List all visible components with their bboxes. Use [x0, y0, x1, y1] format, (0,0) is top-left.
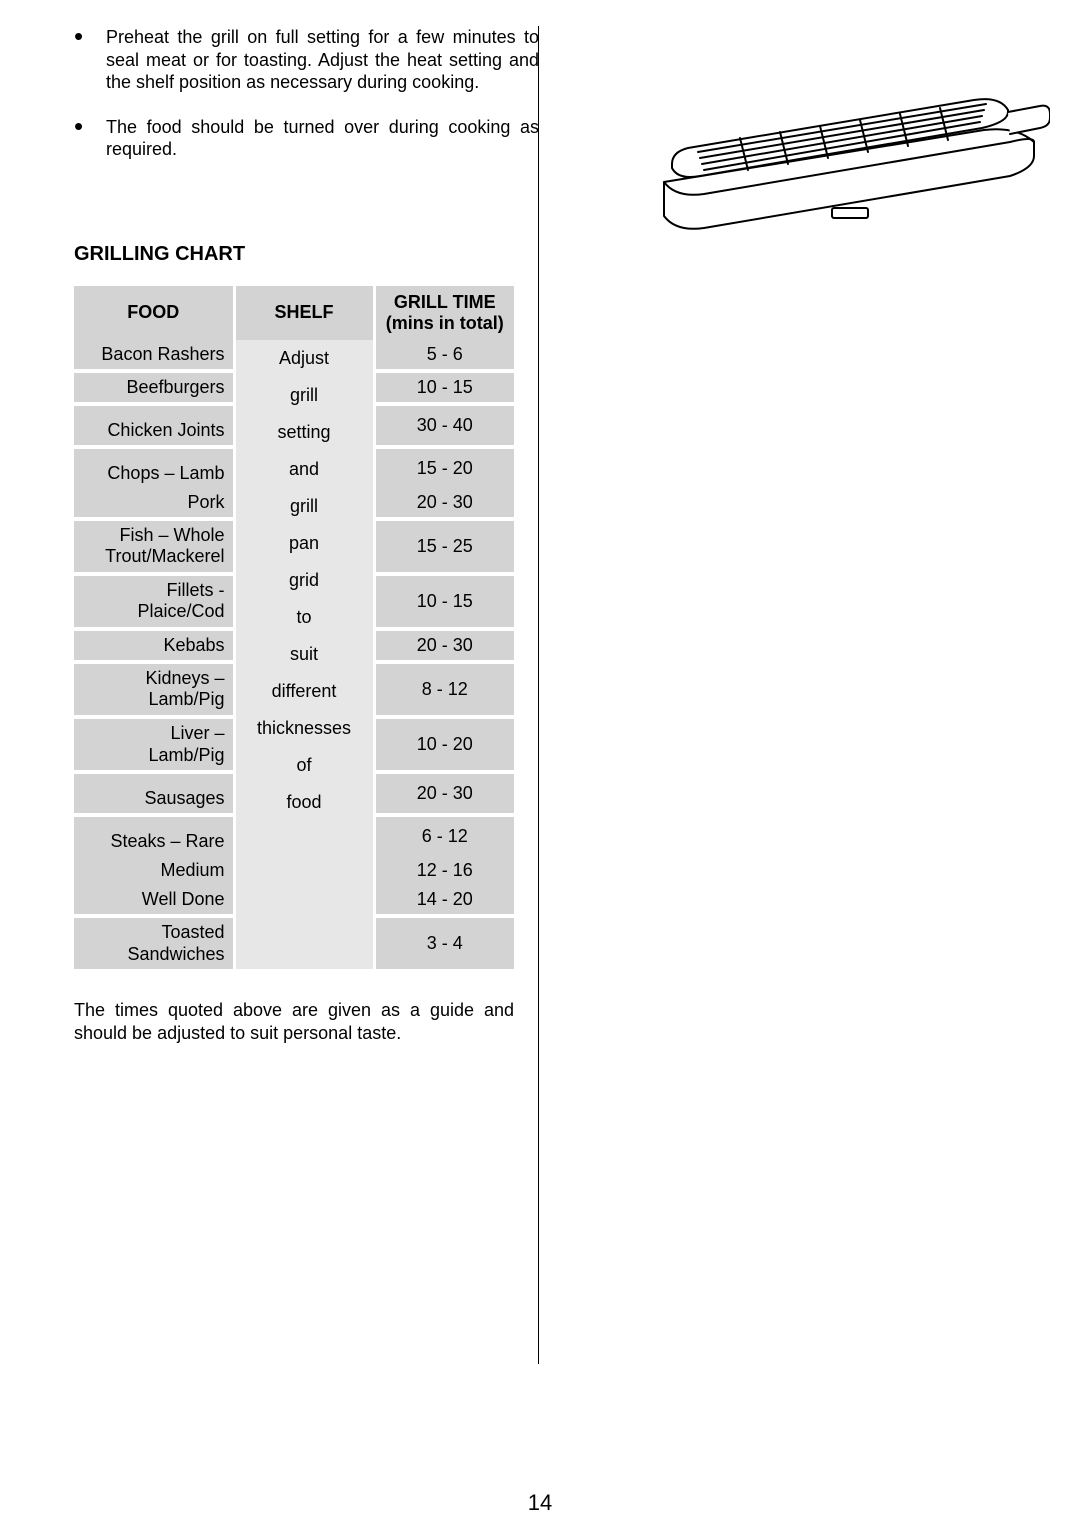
footnote: The times quoted above are given as a gu… — [74, 999, 514, 1044]
th-time: GRILL TIME (mins in total) — [374, 286, 514, 340]
time-cell: 20 - 30 — [374, 774, 514, 813]
food-cell: Bacon Rashers — [74, 340, 234, 369]
food-cell: Beefburgers — [74, 373, 234, 402]
table-header-row: FOOD SHELF GRILL TIME (mins in total) — [74, 286, 514, 340]
tip-item: The food should be turned over during co… — [74, 116, 539, 161]
food-cell: Medium — [74, 856, 234, 885]
shelf-cell: Adjustgrillsettingandgrillpangridtosuitd… — [234, 340, 374, 970]
time-cell: 10 - 20 — [374, 719, 514, 770]
food-cell: Liver –Lamb/Pig — [74, 719, 234, 770]
shelf-word: pan — [236, 525, 373, 562]
shelf-word: thicknesses — [236, 710, 373, 747]
time-cell: 20 - 30 — [374, 631, 514, 660]
shelf-word: different — [236, 673, 373, 710]
shelf-word: grill — [236, 488, 373, 525]
time-cell: 12 - 16 — [374, 856, 514, 885]
time-cell: 3 - 4 — [374, 918, 514, 969]
column-divider — [538, 26, 539, 1364]
time-cell: 15 - 20 — [374, 449, 514, 488]
th-shelf: SHELF — [234, 286, 374, 340]
shelf-word: and — [236, 451, 373, 488]
document-page: Preheat the grill on full setting for a … — [0, 0, 1080, 1528]
shelf-word: grid — [236, 562, 373, 599]
grilling-chart-table: FOOD SHELF GRILL TIME (mins in total) Ba… — [74, 286, 514, 970]
food-cell: Steaks – Rare — [74, 817, 234, 856]
time-cell: 15 - 25 — [374, 521, 514, 572]
grill-pan-icon — [630, 60, 1050, 270]
shelf-word: food — [236, 784, 373, 821]
th-food: FOOD — [74, 286, 234, 340]
food-cell: Chicken Joints — [74, 406, 234, 445]
tip-item: Preheat the grill on full setting for a … — [74, 26, 539, 94]
food-cell: Kebabs — [74, 631, 234, 660]
food-cell: ToastedSandwiches — [74, 918, 234, 969]
food-cell: Fillets -Plaice/Cod — [74, 576, 234, 627]
time-cell: 5 - 6 — [374, 340, 514, 369]
shelf-word: setting — [236, 414, 373, 451]
time-cell: 6 - 12 — [374, 817, 514, 856]
food-cell: Kidneys –Lamb/Pig — [74, 664, 234, 715]
time-cell: 10 - 15 — [374, 576, 514, 627]
food-cell: Pork — [74, 488, 234, 517]
table-row: Bacon Rashers Adjustgrillsettingandgrill… — [74, 340, 514, 369]
food-cell: Fish – WholeTrout/Mackerel — [74, 521, 234, 572]
time-cell: 14 - 20 — [374, 885, 514, 914]
food-cell: Sausages — [74, 774, 234, 813]
time-cell: 8 - 12 — [374, 664, 514, 715]
shelf-word: of — [236, 747, 373, 784]
food-cell: Well Done — [74, 885, 234, 914]
shelf-word: to — [236, 599, 373, 636]
tip-list: Preheat the grill on full setting for a … — [74, 26, 539, 161]
shelf-word: grill — [236, 377, 373, 414]
page-number: 14 — [0, 1490, 1080, 1516]
time-cell: 30 - 40 — [374, 406, 514, 445]
time-cell: 20 - 30 — [374, 488, 514, 517]
time-cell: 10 - 15 — [374, 373, 514, 402]
chart-title: GRILLING CHART — [74, 243, 539, 266]
shelf-word: suit — [236, 636, 373, 673]
food-cell: Chops – Lamb — [74, 449, 234, 488]
left-column: Preheat the grill on full setting for a … — [74, 26, 539, 1044]
shelf-word: Adjust — [236, 340, 373, 377]
